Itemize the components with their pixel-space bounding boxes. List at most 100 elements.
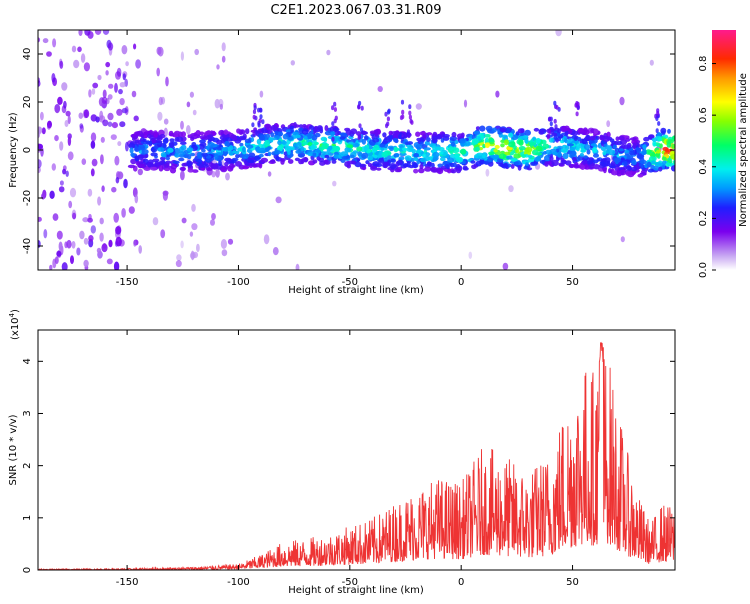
signal-blob: [302, 141, 308, 146]
signal-blob: [207, 142, 215, 148]
signal-blob: [661, 160, 667, 165]
noise-blob: [619, 96, 625, 106]
signal-blob: [236, 137, 243, 141]
y-tick-label: -20: [22, 190, 33, 206]
noise-blob: [119, 82, 126, 88]
noise-blob: [83, 109, 90, 119]
signal-blob: [524, 146, 533, 153]
noise-blob: [108, 83, 114, 89]
signal-blob: [349, 154, 355, 159]
noise-blob: [38, 77, 41, 84]
signal-blob: [493, 148, 498, 153]
colorbar-ticks: 0.0 0.2 0.4 0.6 0.8: [698, 56, 716, 278]
signal-blob: [339, 136, 346, 140]
signal-blob: [593, 164, 600, 170]
signal-blob: [174, 153, 180, 158]
noise-blob: [49, 190, 55, 199]
signal-blob: [372, 137, 380, 143]
spike-blob: [360, 105, 364, 111]
signal-blob: [406, 146, 414, 153]
noise-blob: [71, 241, 76, 249]
signal-blob: [549, 155, 554, 162]
signal-blob: [591, 147, 598, 153]
noise-blob: [620, 236, 625, 243]
noise-blob: [290, 60, 295, 66]
signal-blob: [317, 125, 323, 131]
signal-blob: [393, 138, 399, 143]
signal-blob: [398, 156, 405, 161]
signal-blob: [217, 146, 222, 151]
signal-blob: [488, 151, 495, 156]
signal-blob: [526, 167, 533, 171]
noise-blob: [90, 168, 95, 177]
signal-blob: [269, 159, 276, 163]
signal-blob: [359, 163, 367, 168]
noise-blob: [219, 103, 223, 110]
signal-blob: [525, 162, 529, 166]
noise-blob: [227, 238, 234, 245]
signal-blob: [565, 160, 572, 166]
signal-blob: [445, 164, 450, 168]
noise-blob: [40, 146, 44, 157]
signal-blob: [390, 158, 396, 163]
signal-blob: [381, 151, 388, 158]
signal-blob: [170, 163, 178, 170]
signal-blob: [426, 132, 433, 136]
spike-blob: [553, 100, 557, 106]
noise-blob: [186, 125, 191, 135]
signal-blob: [556, 132, 561, 137]
spike-blob: [333, 118, 337, 124]
noise-blob: [107, 112, 114, 121]
signal-blob: [492, 154, 500, 160]
signal-blob: [341, 156, 347, 160]
signal-blob: [556, 151, 562, 158]
signal-blob: [626, 165, 632, 171]
colorbar-tick-label: 0.8: [698, 56, 709, 72]
signal-blob: [396, 159, 404, 166]
signal-blob: [258, 153, 264, 158]
spike-blob: [554, 124, 558, 129]
spike-blob: [549, 121, 553, 127]
y-tick-label: 3: [22, 410, 33, 416]
signal-blob: [312, 159, 318, 164]
signal-blob: [494, 144, 500, 149]
noise-blob: [100, 154, 104, 165]
spike-blob: [555, 137, 559, 142]
spike-blob: [408, 104, 412, 110]
signal-blob: [308, 132, 313, 137]
signal-blob: [605, 145, 613, 151]
signal-blob: [413, 168, 419, 174]
figure-title: C2E1.2023.067.03.31.R09: [270, 3, 441, 18]
signal-blob: [476, 152, 484, 156]
noise-blob: [108, 239, 113, 248]
signal-blob: [436, 168, 444, 175]
spike-blob: [550, 129, 555, 135]
signal-blob: [172, 160, 180, 164]
signal-blob: [247, 159, 255, 164]
noise-blob: [97, 74, 102, 81]
noise-blob: [61, 82, 68, 91]
signal-blob: [672, 156, 675, 161]
noise-blob: [117, 171, 124, 180]
signal-blob: [223, 129, 229, 135]
signal-blob: [151, 138, 157, 144]
signal-blob: [657, 137, 662, 142]
noise-blob: [70, 255, 74, 264]
signal-blob: [638, 153, 643, 158]
signal-blob: [629, 150, 635, 156]
noise-blob: [90, 132, 97, 142]
signal-blob: [560, 148, 568, 153]
noise-blob: [377, 86, 383, 92]
signal-blob: [470, 160, 476, 164]
signal-blob: [471, 138, 479, 145]
signal-blob: [665, 148, 669, 153]
signal-blob: [311, 141, 319, 146]
noise-blob: [133, 43, 137, 50]
signal-blob: [199, 131, 205, 136]
noise-blob: [463, 99, 468, 108]
signal-blob: [593, 128, 599, 135]
signal-blob: [473, 130, 481, 135]
signal-blob: [620, 144, 626, 150]
signal-blob: [181, 166, 186, 172]
signal-blob: [642, 144, 647, 150]
